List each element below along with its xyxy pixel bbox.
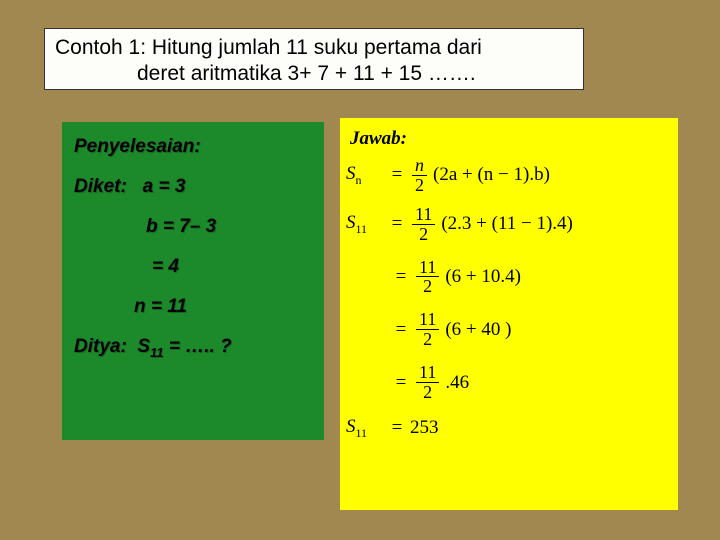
lhs-var-1: S bbox=[346, 163, 356, 184]
header-line-1: Contoh 1: Hitung jumlah 11 suku pertama … bbox=[55, 36, 482, 59]
given-row: Diket: a = 3 bbox=[74, 176, 312, 198]
example-header-box: Contoh 1: Hitung jumlah 11 suku pertama … bbox=[44, 28, 584, 90]
equals-icon: = bbox=[390, 266, 412, 288]
a-value: a = 3 bbox=[143, 176, 186, 197]
lhs-sub-2: 11 bbox=[356, 222, 368, 236]
given-label: Diket: bbox=[74, 176, 127, 197]
formula-line-6: S11 = 253 bbox=[346, 416, 672, 441]
equals-icon: = bbox=[386, 417, 408, 439]
asked-tail: = ….. ? bbox=[164, 336, 232, 357]
rest-3: (6 + 10.4) bbox=[445, 266, 521, 288]
equals-icon: = bbox=[386, 164, 408, 186]
formula-line-4: = 11 2 (6 + 40 ) bbox=[346, 310, 672, 349]
asked-label: Ditya: bbox=[74, 336, 127, 357]
equals-icon: = bbox=[390, 319, 412, 341]
den-4: 2 bbox=[420, 330, 435, 349]
fraction-4: 11 2 bbox=[416, 310, 439, 349]
asked-row: Ditya: S11 = ….. ? bbox=[74, 336, 312, 360]
lhs-var-2: S bbox=[346, 212, 356, 233]
num-5: 11 bbox=[416, 363, 439, 383]
formula-line-2: S11 = 11 2 (2.3 + (11 − 1).4) bbox=[346, 205, 672, 244]
solution-title: Penyelesaian: bbox=[74, 136, 312, 158]
solution-given-panel: Penyelesaian: Diket: a = 3 b = 7– 3 = 4 … bbox=[62, 122, 324, 440]
answer-label: Jawab: bbox=[350, 128, 672, 150]
rest-4: (6 + 40 ) bbox=[445, 319, 511, 341]
num-1: n bbox=[412, 156, 427, 176]
lhs-var-6: S bbox=[346, 416, 356, 437]
den-5: 2 bbox=[420, 383, 435, 402]
header-line-2: deret aritmatika 3+ 7 + 11 + 15 ……. bbox=[55, 61, 573, 87]
den-3: 2 bbox=[420, 277, 435, 296]
fraction-3: 11 2 bbox=[416, 258, 439, 297]
equals-icon: = bbox=[390, 372, 412, 394]
n-value: n = 11 bbox=[74, 296, 312, 318]
asked-sub: 11 bbox=[150, 345, 164, 360]
fraction-5: 11 2 bbox=[416, 363, 439, 402]
solution-work-panel: Jawab: Sn = n 2 (2a + (n − 1).b) S11 = 1… bbox=[340, 118, 678, 510]
slide-background: Contoh 1: Hitung jumlah 11 suku pertama … bbox=[0, 0, 720, 540]
den-1: 2 bbox=[412, 176, 427, 195]
rest-1: (2a + (n − 1).b) bbox=[433, 164, 550, 186]
num-4: 11 bbox=[416, 310, 439, 330]
fraction-2: 11 2 bbox=[412, 205, 435, 244]
formula-line-5: = 11 2 .46 bbox=[346, 363, 672, 402]
lhs-sub-6: 11 bbox=[356, 426, 368, 440]
b-value: b = 7– 3 bbox=[74, 216, 312, 238]
lhs-sub-1: n bbox=[356, 173, 362, 187]
b-result: = 4 bbox=[74, 256, 312, 278]
equals-icon: = bbox=[386, 213, 408, 235]
result-6: 253 bbox=[410, 417, 439, 439]
den-2: 2 bbox=[416, 225, 431, 244]
formula-line-1: Sn = n 2 (2a + (n − 1).b) bbox=[346, 156, 672, 195]
fraction-1: n 2 bbox=[412, 156, 427, 195]
num-3: 11 bbox=[416, 258, 439, 278]
num-2: 11 bbox=[412, 205, 435, 225]
rest-5: .46 bbox=[445, 372, 469, 394]
formula-line-3: = 11 2 (6 + 10.4) bbox=[346, 258, 672, 297]
asked-var: S bbox=[137, 336, 150, 357]
rest-2: (2.3 + (11 − 1).4) bbox=[441, 213, 573, 235]
